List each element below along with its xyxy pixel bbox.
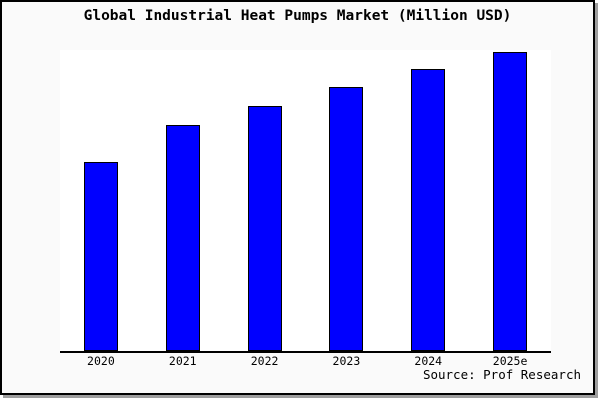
bar-2024	[411, 69, 446, 351]
plot-area	[60, 50, 551, 353]
x-tick-label-2025e: 2025e	[492, 354, 528, 368]
chart-title: Global Industrial Heat Pumps Market (Mil…	[83, 8, 512, 24]
x-tick-label-2022: 2022	[250, 354, 279, 368]
bar-2020	[83, 162, 118, 351]
x-tick-label-2020: 2020	[87, 354, 115, 368]
x-tick-label-2023: 2023	[332, 354, 361, 368]
bar-2022	[247, 106, 282, 351]
bar-2023	[329, 87, 364, 351]
x-axis-tick-labels: 2020 2021 2022 2023 2024 2025e	[60, 354, 551, 369]
bar-2025e	[493, 52, 528, 351]
x-tick-label-2024: 2024	[414, 354, 443, 368]
source-note: Source: Prof Research	[422, 367, 581, 382]
chart-frame: Global Industrial Heat Pumps Market (Mil…	[0, 0, 595, 395]
x-tick-label-2021: 2021	[168, 354, 197, 368]
bar-2021	[165, 125, 200, 351]
